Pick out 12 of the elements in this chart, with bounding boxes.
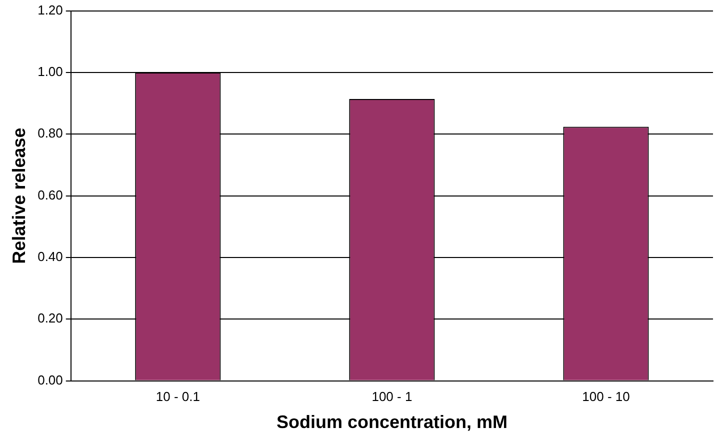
- y-tick-label: 0.80: [38, 126, 63, 141]
- x-tick-label: 100 - 1: [372, 389, 412, 404]
- y-tick-label: 1.00: [38, 64, 63, 80]
- y-axis-title: Relative release: [8, 128, 29, 264]
- y-tick-label: 0.60: [38, 187, 63, 202]
- y-tick-label: 0.20: [38, 310, 63, 326]
- x-axis-title: Sodium concentration, mM: [276, 412, 508, 432]
- y-tick-label: 0.00: [38, 372, 63, 388]
- y-tick-label: 1.20: [38, 2, 63, 18]
- x-tick-label: 100 - 10: [582, 389, 630, 404]
- y-tick-label: 0.40: [38, 249, 63, 264]
- x-tick-label: 10 - 0.1: [156, 389, 200, 404]
